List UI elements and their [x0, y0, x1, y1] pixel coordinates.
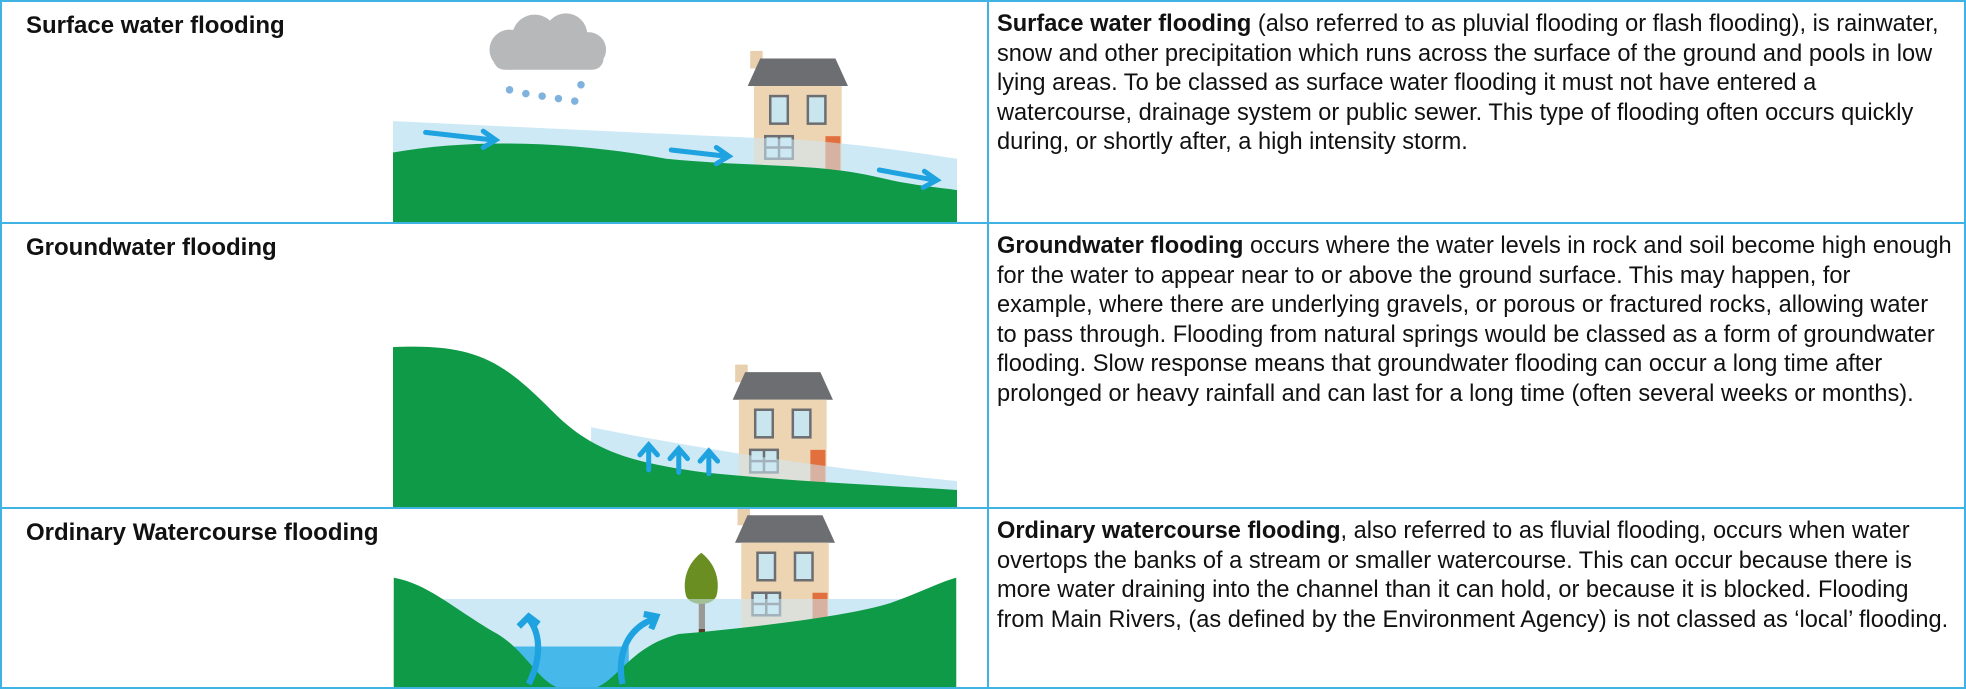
table-row: Ordinary Watercourse flooding Ordinary w… — [0, 507, 1966, 689]
cell-right: Surface water flooding (also referred to… — [989, 2, 1964, 222]
cell-left: Ordinary Watercourse flooding — [2, 509, 989, 687]
cell-right: Groundwater flooding occurs where the wa… — [989, 224, 1964, 507]
cell-left: Groundwater flooding — [2, 224, 989, 507]
row-title: Ordinary Watercourse flooding — [26, 519, 379, 547]
flood-table: Surface water flooding Surface water flo… — [0, 0, 1966, 687]
row-title: Surface water flooding — [26, 12, 285, 40]
table-row: Groundwater flooding Groundwater floodin… — [0, 222, 1966, 509]
table-row: Surface water flooding Surface water flo… — [0, 0, 1966, 224]
lead: Surface water flooding — [997, 11, 1251, 37]
lead: Groundwater flooding — [997, 233, 1243, 259]
cell-right: Ordinary watercourse flooding, also refe… — [989, 509, 1964, 687]
page: Surface water flooding Surface water flo… — [0, 0, 1966, 687]
row-title: Groundwater flooding — [26, 234, 277, 262]
cell-left: Surface water flooding — [2, 2, 989, 222]
illustration — [393, 2, 957, 222]
illustration — [393, 509, 957, 687]
lead: Ordinary watercourse flooding — [997, 518, 1340, 544]
illustration — [393, 224, 957, 507]
description: occurs where the water levels in rock an… — [997, 233, 1952, 407]
